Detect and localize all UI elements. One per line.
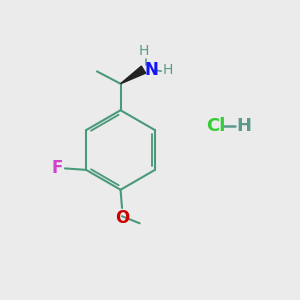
Text: O: O	[116, 209, 130, 227]
Text: H: H	[163, 63, 173, 77]
Text: F: F	[52, 159, 63, 177]
Polygon shape	[121, 66, 146, 84]
Text: Cl: Cl	[206, 117, 225, 135]
Text: N: N	[144, 61, 158, 79]
Text: H: H	[139, 44, 149, 58]
Text: H: H	[237, 117, 252, 135]
